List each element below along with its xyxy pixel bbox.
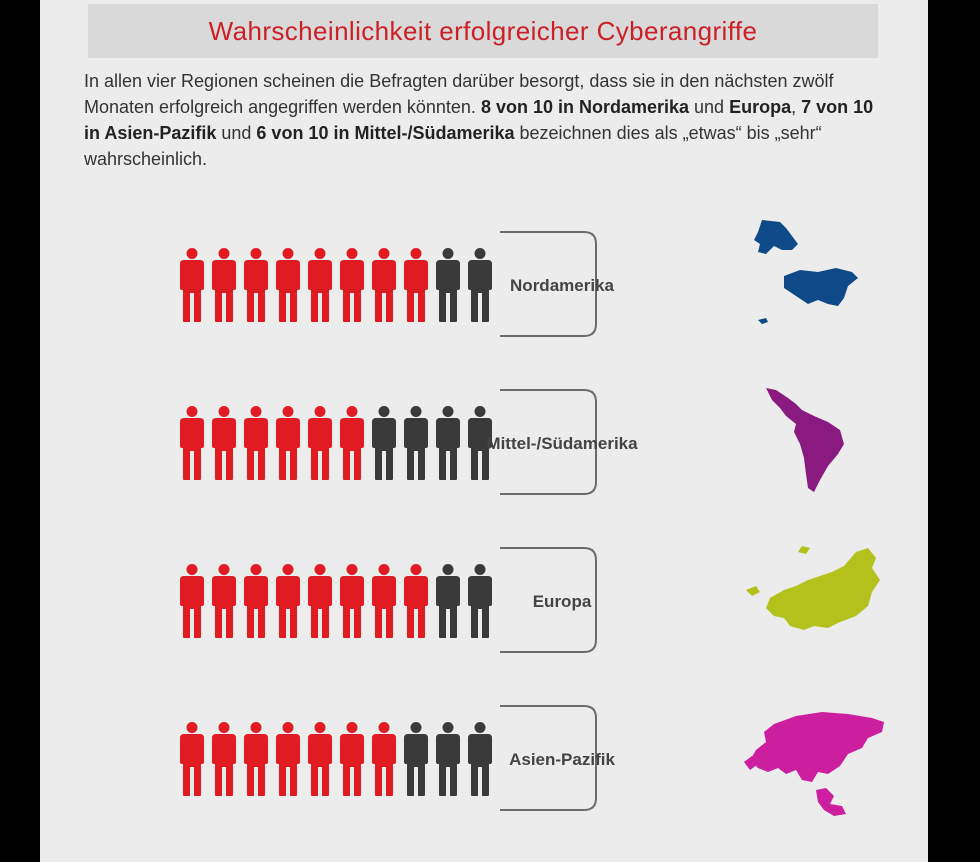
person-icon-other [436, 248, 460, 322]
person-icon-affected [276, 722, 300, 796]
region-bracket [500, 547, 597, 653]
person-icon-affected [372, 722, 396, 796]
latin-america-map-icon [766, 388, 844, 492]
person-icon-other [436, 564, 460, 638]
person-icon-affected [404, 564, 428, 638]
intro-text-part: , [791, 97, 802, 117]
person-icon-affected [308, 248, 332, 322]
person-icon-other [436, 722, 460, 796]
region-label: Nordamerika [510, 276, 614, 295]
person-icon-affected [276, 248, 300, 322]
person-icon-affected [340, 564, 364, 638]
title-bar: Wahrscheinlichkeit erfolgreicher Cyberan… [88, 4, 878, 58]
person-icon-other [468, 564, 492, 638]
europe-map-icon [746, 546, 880, 630]
north-america-map-icon [754, 220, 858, 324]
person-icon-affected [212, 248, 236, 322]
region-label: Asien-Pazifik [509, 750, 615, 769]
person-icon-affected [340, 406, 364, 480]
chart-row: Nordamerika [180, 231, 615, 337]
person-icon-affected [244, 248, 268, 322]
person-icon-affected [340, 248, 364, 322]
person-icon-other [436, 406, 460, 480]
intro-text-part: und [689, 97, 730, 117]
person-icon-affected [372, 564, 396, 638]
person-icon-affected [372, 248, 396, 322]
person-icon-other [404, 722, 428, 796]
pictogram-chart: Nordamerika Mittel-/Südamerika Europa Asien… [180, 220, 884, 816]
infographic-panel: Wahrscheinlichkeit erfolgreicher Cyberan… [40, 0, 928, 862]
region-bracket [500, 705, 597, 811]
region-bracket [500, 231, 597, 337]
person-icon-affected [308, 564, 332, 638]
intro-highlight-europe: Europa [729, 97, 792, 117]
person-icon-affected [180, 722, 204, 796]
region-bracket [500, 389, 597, 495]
intro-highlight-asia-pacific: 7 von 10 in Asien-Pazifik [84, 97, 874, 143]
person-icon-other [404, 406, 428, 480]
person-icon-affected [244, 406, 268, 480]
intro-highlight-north-america: 8 von 10 in Nordamerika [480, 97, 690, 117]
person-icon-affected [212, 564, 236, 638]
person-icon-affected [404, 248, 428, 322]
intro-text: In allen vier Regionen scheinen die Befr… [84, 68, 894, 172]
person-icon-affected [340, 722, 364, 796]
intro-highlight-latin-america: 6 von 10 in Mittel-/Südamerika [256, 123, 515, 143]
person-icon-other [372, 406, 396, 480]
person-icon-affected [308, 722, 332, 796]
person-icon-affected [180, 564, 204, 638]
person-icon-affected [180, 406, 204, 480]
intro-text-part: bezeichnen dies als „etwas“ bis „sehr“ w… [84, 123, 822, 169]
person-icon-affected [180, 248, 204, 322]
page-title: Wahrscheinlichkeit erfolgreicher Cyberan… [208, 16, 758, 46]
person-icon-affected [276, 406, 300, 480]
chart-row: Asien-Pazifik [180, 705, 615, 811]
person-icon-affected [212, 406, 236, 480]
person-icon-affected [308, 406, 332, 480]
person-icon-affected [244, 564, 268, 638]
chart-row: Europa [180, 547, 597, 653]
person-icon-affected [244, 722, 268, 796]
region-label: Mittel-/Südamerika [486, 434, 638, 453]
intro-text-part: In allen vier Regionen scheinen die Befr… [84, 71, 834, 117]
asia-pacific-map-icon [744, 712, 884, 816]
person-icon-affected [276, 564, 300, 638]
region-label: Europa [533, 592, 592, 611]
intro-text-part: und [216, 123, 257, 143]
person-icon-other [468, 248, 492, 322]
person-icon-affected [212, 722, 236, 796]
chart-row: Mittel-/Südamerika [180, 389, 638, 495]
person-icon-other [468, 722, 492, 796]
